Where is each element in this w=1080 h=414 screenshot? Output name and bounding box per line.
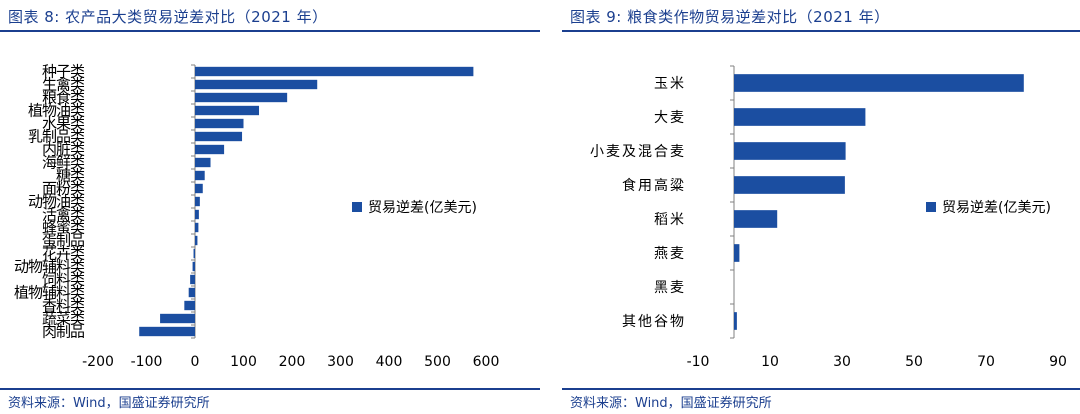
category-label: 植物油类 <box>28 102 85 120</box>
bar <box>160 313 195 324</box>
bar <box>195 92 288 103</box>
x-tick-label: -10 <box>687 354 710 370</box>
category-label: 动物辅料类 <box>14 258 85 276</box>
category-label: 海鲜类 <box>42 154 85 172</box>
bar-chart-8: 种子类生禽类粮食类植物油类水果类乳制品类内脏类海鲜类糖类面粉类动物油类活禽类蜂蜜… <box>14 63 500 371</box>
legend-label: 贸易逆差(亿美元) <box>942 200 1051 216</box>
category-label: 肉制品 <box>42 323 84 341</box>
bar <box>193 248 195 259</box>
bar <box>195 235 198 246</box>
x-tick-label: 600 <box>473 354 500 370</box>
source-rule <box>562 388 1080 390</box>
bar <box>734 312 737 330</box>
bar <box>192 261 195 272</box>
legend-swatch <box>926 202 936 212</box>
category-label: 食用高粱 <box>622 177 686 194</box>
bar <box>734 210 778 228</box>
bar <box>195 105 260 116</box>
chart-panel-9: 图表 9: 粮食类作物贸易逆差对比（2021 年） 玉米大麦小麦及混合麦食用高粱… <box>562 0 1080 414</box>
source-note: 资料来源：Wind，国盛证券研究所 <box>570 396 772 411</box>
category-label: 玉米 <box>654 76 686 92</box>
category-label: 糖类 <box>56 167 85 185</box>
source-note: 资料来源：Wind，国盛证券研究所 <box>8 396 210 411</box>
legend-label: 贸易逆差(亿美元) <box>368 200 477 216</box>
chart-panel-8: 图表 8: 农产品大类贸易逆差对比（2021 年） 种子类 生禽类 粮食类 植物油类水… <box>0 6 540 411</box>
category-label: 面粉类 <box>42 180 85 198</box>
category-label: 稻米 <box>654 212 686 228</box>
title-rule <box>0 30 540 32</box>
category-label: 种子类 <box>42 63 85 81</box>
x-tick-label: 90 <box>1049 354 1067 370</box>
bar <box>195 118 244 129</box>
figure-title: 农产品大类贸易逆差对比（2021 年） <box>65 8 328 26</box>
category-label: 乳制品类 <box>28 128 85 146</box>
bar <box>734 176 845 194</box>
x-tick-label: 50 <box>905 354 923 370</box>
bar <box>195 196 200 207</box>
figure-title: 粮食类作物贸易逆差对比（2021 年） <box>627 8 890 26</box>
x-tick-label: -100 <box>131 354 163 370</box>
x-tick-label: 500 <box>424 354 451 370</box>
bar <box>139 326 195 337</box>
category-label: 动物油类 <box>28 193 85 211</box>
category-label: 黑麦 <box>654 280 686 296</box>
chart-title: 图表 9: 粮食类作物贸易逆差对比（2021 年） <box>570 6 890 27</box>
bar <box>195 170 205 181</box>
bar <box>195 209 199 220</box>
bar <box>195 131 243 142</box>
legend-swatch <box>352 202 362 212</box>
bar <box>195 66 474 77</box>
x-tick-label: 0 <box>191 354 200 370</box>
x-tick-label: 10 <box>761 354 779 370</box>
figure-label: 图表 8: <box>8 8 60 26</box>
bar <box>190 274 195 285</box>
source-rule <box>0 388 540 390</box>
bar <box>734 108 866 126</box>
figure-label: 图表 9: <box>570 8 622 26</box>
category-label: 水果类 <box>42 115 85 133</box>
category-label: 内脏类 <box>42 141 85 159</box>
category-label: 香料类 <box>42 297 85 315</box>
category-label: 小麦及混合麦 <box>590 144 686 160</box>
bar <box>195 79 318 90</box>
x-tick-label: 30 <box>833 354 851 370</box>
category-label: 饲料类 <box>42 271 85 289</box>
bar <box>195 222 199 233</box>
category-label: 花卉类 <box>42 245 85 263</box>
x-tick-label: 200 <box>279 354 306 370</box>
category-label: 其他谷物 <box>622 314 686 330</box>
bar <box>195 144 225 155</box>
category-label: 粮食类 <box>42 89 85 107</box>
x-tick-label: 400 <box>376 354 403 370</box>
category-label: 活禽类 <box>42 206 85 224</box>
bar <box>195 157 211 168</box>
bar <box>734 244 740 262</box>
x-tick-label: 100 <box>230 354 257 370</box>
bar <box>184 300 195 311</box>
bar <box>188 287 195 298</box>
x-tick-label: -200 <box>82 354 114 370</box>
bar <box>195 183 203 194</box>
category-label: 蔬菜类 <box>42 310 85 328</box>
category-label: 蜂蜜类 <box>42 219 85 237</box>
category-label: 燕麦 <box>654 246 686 262</box>
category-label: 大麦 <box>654 110 686 126</box>
category-label: 蛋制品 <box>42 232 84 250</box>
title-rule <box>562 30 1080 32</box>
chart-title: 图表 8: 农产品大类贸易逆差对比（2021 年） <box>8 6 328 27</box>
category-label: 生禽类 <box>42 76 85 94</box>
x-tick-label: 70 <box>977 354 995 370</box>
bar <box>734 74 1024 92</box>
bar <box>734 142 846 160</box>
category-label: 植物辅料类 <box>14 284 85 302</box>
x-tick-label: 300 <box>327 354 354 370</box>
